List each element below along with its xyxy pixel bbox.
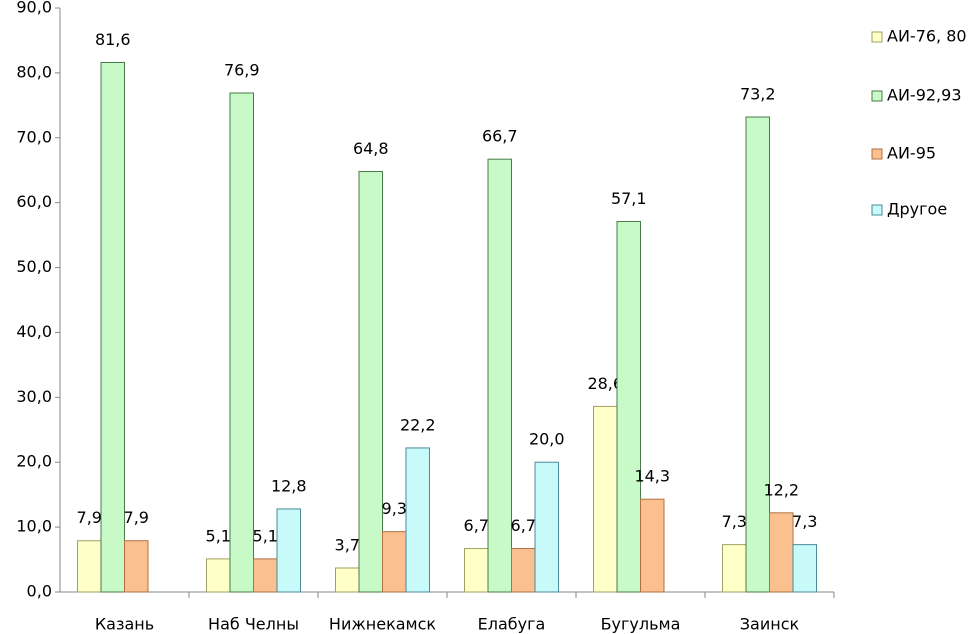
data-label: 9,3 bbox=[382, 499, 407, 518]
x-tick-label: Бугульма bbox=[601, 615, 681, 634]
bar bbox=[276, 508, 301, 593]
y-tick-label: 40,0 bbox=[16, 322, 52, 341]
legend-swatch bbox=[871, 204, 883, 216]
bar bbox=[405, 447, 430, 593]
x-tick-label: Заинск bbox=[740, 615, 800, 634]
data-label: 6,7 bbox=[511, 516, 536, 535]
bar bbox=[616, 220, 641, 593]
legend-label: АИ-95 bbox=[887, 144, 936, 163]
data-label: 57,1 bbox=[611, 189, 647, 208]
bar bbox=[511, 548, 536, 593]
x-tick-label: Казань bbox=[95, 615, 154, 634]
data-label: 64,8 bbox=[353, 139, 389, 158]
bar bbox=[792, 544, 817, 593]
data-label: 66,7 bbox=[482, 127, 518, 146]
bar bbox=[206, 558, 231, 593]
bar bbox=[382, 531, 407, 593]
data-label: 5,1 bbox=[206, 526, 231, 545]
bar bbox=[769, 512, 794, 593]
bar bbox=[487, 158, 512, 593]
bar bbox=[229, 92, 254, 593]
y-tick-label: 70,0 bbox=[16, 127, 52, 146]
data-label: 12,2 bbox=[763, 480, 799, 499]
bar bbox=[335, 567, 360, 593]
bar bbox=[253, 558, 278, 593]
y-tick-label: 60,0 bbox=[16, 192, 52, 211]
y-tick-label: 30,0 bbox=[16, 387, 52, 406]
data-label: 28,6 bbox=[587, 374, 623, 393]
legend-label: АИ-76, 80 bbox=[887, 27, 967, 46]
data-label: 81,6 bbox=[95, 30, 131, 49]
y-tick-label: 20,0 bbox=[16, 452, 52, 471]
data-label: 73,2 bbox=[740, 85, 776, 104]
y-tick-label: 80,0 bbox=[16, 62, 52, 81]
bar bbox=[100, 62, 125, 593]
legend-label: АИ-92,93 bbox=[887, 86, 962, 105]
data-label: 5,1 bbox=[253, 526, 278, 545]
x-tick-label: Наб Челны bbox=[208, 615, 299, 634]
y-tick-label: 50,0 bbox=[16, 257, 52, 276]
y-tick-label: 0,0 bbox=[27, 582, 52, 601]
bar bbox=[124, 540, 149, 593]
data-label: 6,7 bbox=[464, 516, 489, 535]
data-label: 7,9 bbox=[77, 508, 102, 527]
data-label: 20,0 bbox=[529, 430, 565, 449]
bar bbox=[722, 544, 747, 593]
x-tick-label: Нижнекамск bbox=[329, 615, 436, 634]
data-label: 3,7 bbox=[335, 535, 360, 554]
data-label: 12,8 bbox=[271, 476, 307, 495]
bar bbox=[358, 171, 383, 593]
bar bbox=[745, 116, 770, 593]
legend-swatch bbox=[871, 31, 883, 43]
bar bbox=[593, 405, 618, 593]
data-label: 7,3 bbox=[722, 512, 747, 531]
y-tick-label: 90,0 bbox=[16, 0, 52, 17]
bar bbox=[640, 498, 665, 593]
y-tick-label: 10,0 bbox=[16, 517, 52, 536]
legend-swatch bbox=[871, 148, 883, 160]
data-label: 7,3 bbox=[792, 512, 817, 531]
bar bbox=[77, 540, 102, 593]
bar bbox=[464, 548, 489, 593]
bar bbox=[534, 461, 559, 593]
data-label: 7,9 bbox=[124, 508, 149, 527]
legend-swatch bbox=[871, 90, 883, 102]
legend-label: Другое bbox=[887, 200, 947, 219]
data-label: 76,9 bbox=[224, 61, 260, 80]
x-tick-label: Елабуга bbox=[478, 615, 546, 634]
data-label: 14,3 bbox=[634, 467, 670, 486]
data-label: 22,2 bbox=[400, 415, 436, 434]
